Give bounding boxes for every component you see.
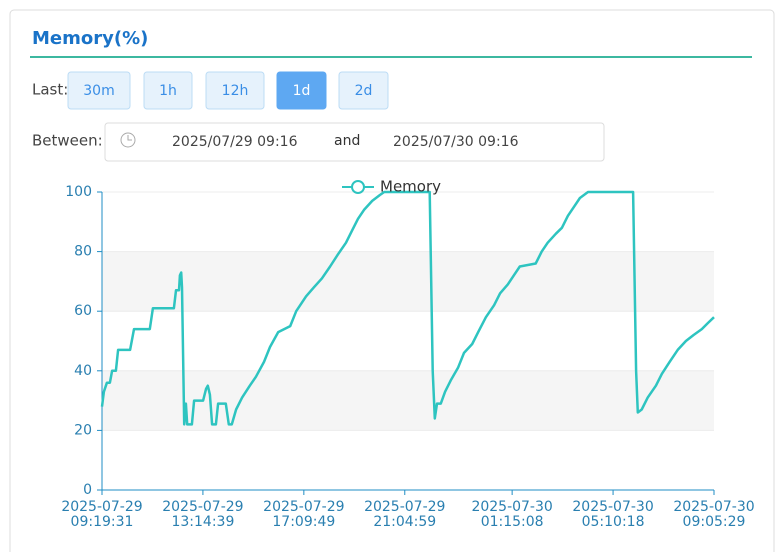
grid-band [102,251,714,312]
range-button-label[interactable]: 1d [293,83,311,99]
range-button[interactable] [67,71,131,110]
x-tick-label: 09:05:29 [683,514,746,530]
data-line [100,190,715,426]
range-button[interactable] [276,71,327,110]
x-tick-label: 17:09:49 [272,514,335,530]
range-button[interactable] [143,71,193,110]
panel-title: Memory(%) [32,28,148,49]
y-tick-label: 40 [74,363,92,379]
date-range-input[interactable] [104,122,605,162]
and-label: and [334,133,360,149]
range-button-label[interactable]: 2d [355,83,373,99]
x-tick-label: 2025-07-29 [263,499,344,515]
x-tick-label: 2025-07-30 [471,499,552,515]
y-tick-label: 100 [65,184,92,200]
range-button-label[interactable]: 12h [222,83,249,99]
clock-icon [120,132,136,148]
from-date[interactable]: 2025/07/29 09:16 [172,134,298,150]
range-button-label[interactable]: 30m [83,83,114,99]
legend-marker [351,180,365,194]
x-tick-label: 21:04:59 [373,514,436,530]
x-tick-label: 13:14:39 [171,514,234,530]
legend-label: Memory [380,178,441,196]
between-label: Between: [32,132,103,150]
x-tick-label: 01:15:08 [481,514,544,530]
x-tick-label: 2025-07-30 [572,499,653,515]
y-tick-label: 60 [74,303,92,319]
to-date[interactable]: 2025/07/30 09:16 [393,134,519,150]
x-tick-label: 2025-07-29 [162,499,243,515]
range-button-label[interactable]: 1h [159,83,177,99]
y-tick-label: 0 [83,482,92,498]
x-tick-label: 09:19:31 [71,514,134,530]
y-tick-label: 20 [74,422,92,438]
x-tick-label: 2025-07-29 [61,499,142,515]
y-tick-label: 80 [74,244,92,260]
x-tick-label: 05:10:18 [582,514,645,530]
range-button[interactable] [338,71,389,110]
x-tick-label: 2025-07-30 [673,499,754,515]
range-button[interactable] [205,71,265,110]
x-tick-label: 2025-07-29 [364,499,445,515]
last-label: Last: [32,81,68,99]
